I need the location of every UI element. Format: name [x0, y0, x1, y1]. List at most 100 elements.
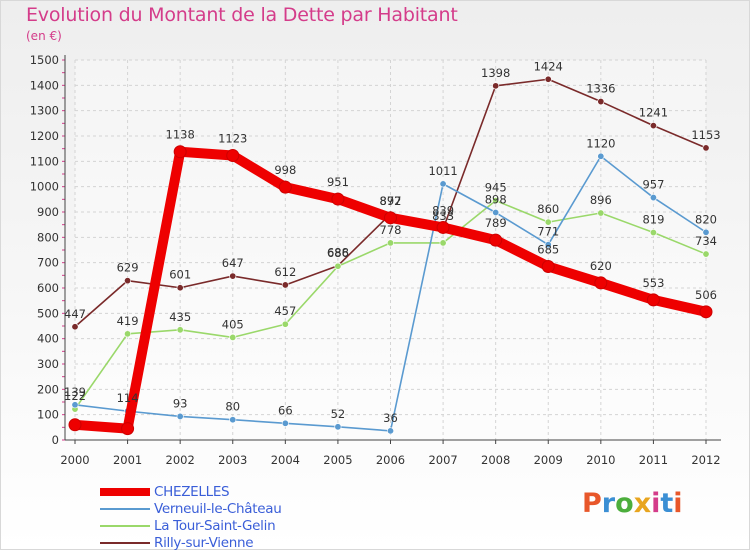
- x-tick-label: 2012: [691, 453, 720, 467]
- logo-letter: t: [660, 488, 674, 519]
- data-label: 819: [642, 213, 664, 227]
- data-point: [176, 284, 184, 292]
- data-label: 778: [380, 223, 402, 237]
- data-label: 447: [64, 307, 86, 321]
- x-tick-label: 2000: [60, 453, 89, 467]
- logo-letter: i: [651, 488, 661, 519]
- x-tick-label: 2003: [218, 453, 247, 467]
- logo-letter: i: [673, 488, 683, 519]
- data-point: [541, 259, 555, 273]
- data-label: 419: [117, 314, 139, 328]
- legend-swatch: [100, 508, 150, 510]
- legend-label: La Tour-Saint-Gelin: [154, 518, 276, 534]
- data-point: [702, 250, 710, 258]
- x-tick-label: 2011: [639, 453, 668, 467]
- data-point: [334, 423, 342, 431]
- data-label: 139: [64, 385, 86, 399]
- x-tick-label: 2010: [586, 453, 615, 467]
- logo-letter: P: [582, 488, 602, 519]
- data-label: 1120: [586, 136, 615, 150]
- data-label: 686: [327, 246, 349, 260]
- data-point: [646, 293, 660, 307]
- data-point: [544, 218, 552, 226]
- data-label: 685: [537, 242, 559, 256]
- data-point: [594, 276, 608, 290]
- data-label: 860: [537, 202, 559, 216]
- y-tick-label: 1400: [30, 78, 59, 92]
- data-point: [544, 75, 552, 83]
- data-label: 506: [695, 288, 717, 302]
- data-label: 951: [327, 175, 349, 189]
- data-label: 839: [432, 203, 454, 217]
- data-point: [173, 145, 187, 159]
- data-point: [334, 262, 342, 270]
- data-label: 80: [225, 400, 240, 414]
- data-label: 771: [537, 225, 559, 239]
- data-label: 435: [169, 310, 191, 324]
- logo-letter: o: [615, 488, 634, 519]
- x-tick-label: 2001: [113, 453, 142, 467]
- data-label: 789: [485, 216, 507, 230]
- data-point: [492, 197, 500, 205]
- data-label: 1398: [481, 66, 510, 80]
- data-label: 93: [173, 396, 188, 410]
- data-label: 896: [590, 193, 612, 207]
- legend-label: Rilly-sur-Vienne: [154, 535, 254, 551]
- y-tick-label: 1000: [30, 180, 59, 194]
- data-point: [699, 305, 713, 319]
- data-point: [71, 323, 79, 331]
- data-label: 833: [432, 209, 454, 223]
- x-tick-label: 2004: [271, 453, 300, 467]
- data-point: [71, 401, 79, 409]
- data-point: [439, 239, 447, 247]
- data-label: 734: [695, 234, 717, 248]
- y-tick-label: 1200: [30, 129, 59, 143]
- data-label: 601: [169, 268, 191, 282]
- data-point: [544, 241, 552, 249]
- data-label: 629: [117, 261, 139, 275]
- data-point: [384, 211, 397, 225]
- data-point: [489, 233, 503, 247]
- data-point: [124, 277, 132, 285]
- data-point: [278, 180, 292, 194]
- y-tick-label: 700: [37, 256, 59, 270]
- data-point: [331, 192, 345, 206]
- legend-label: Verneuil-le-Château: [154, 501, 282, 517]
- data-point: [229, 416, 237, 424]
- data-point: [597, 209, 605, 217]
- x-tick-label: 2008: [481, 453, 510, 467]
- data-label: 36: [383, 411, 398, 425]
- logo-letter: x: [633, 488, 652, 519]
- data-point: [386, 427, 394, 435]
- x-tick-label: 2007: [428, 453, 457, 467]
- data-point: [702, 228, 710, 236]
- proxiti-logo: Proxiti: [582, 488, 683, 519]
- data-point: [121, 422, 135, 436]
- data-label: 1153: [691, 128, 720, 142]
- data-label: 877: [380, 194, 402, 208]
- y-tick-label: 1500: [30, 53, 59, 67]
- legend-swatch: [100, 525, 150, 527]
- data-point: [176, 326, 184, 334]
- data-point: [68, 418, 82, 432]
- data-label: 892: [380, 194, 402, 208]
- chart-title: Evolution du Montant de la Dette par Hab…: [26, 4, 458, 26]
- x-tick-label: 2005: [323, 453, 352, 467]
- y-tick-label: 1100: [30, 154, 59, 168]
- data-point: [439, 180, 447, 188]
- data-label: 405: [222, 317, 244, 331]
- data-point: [281, 320, 289, 328]
- x-tick-label: 2009: [534, 453, 563, 467]
- data-point: [649, 194, 657, 202]
- data-label: 898: [485, 193, 507, 207]
- chart-subtitle: (en €): [26, 29, 62, 43]
- data-point: [597, 98, 605, 106]
- data-point: [226, 149, 240, 163]
- legend-swatch: [100, 542, 150, 544]
- data-label: 1138: [166, 128, 195, 142]
- data-label: 122: [64, 389, 86, 403]
- data-point: [492, 209, 500, 217]
- data-point: [229, 333, 237, 341]
